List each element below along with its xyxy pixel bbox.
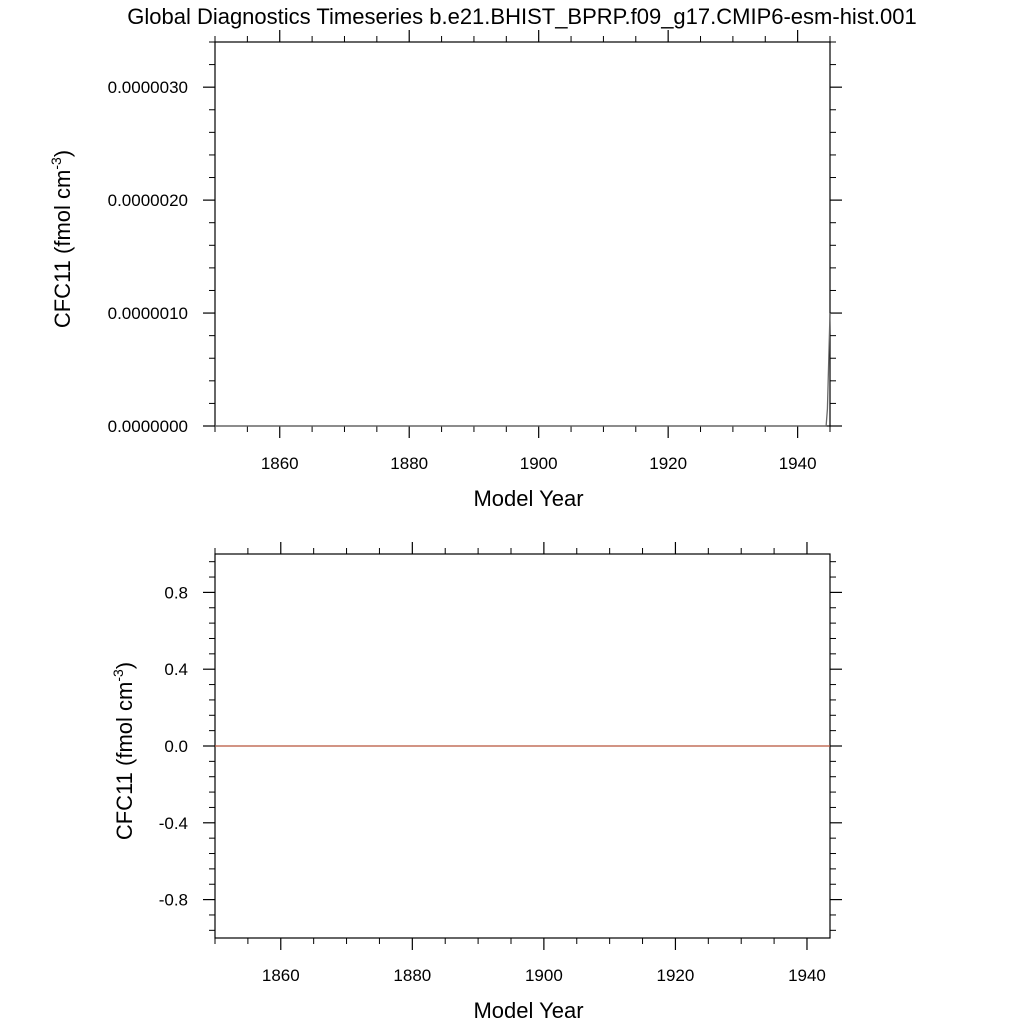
y-axis-title: CFC11 (fmol cm-3) [110,662,137,840]
bottom-panel: 1860 1880 1900 1920 1940 -0.8 -0.4 0.0 0.4 0.8 Mod… [110,542,842,1023]
series-line [215,313,831,427]
top-panel: 1860 1880 1900 1920 1940 0.0000000 0.0000010 0.… [48,30,842,511]
y-tick-label: 0.8 [164,583,188,602]
y-axis-title: CFC11 (fmol cm-3) [48,150,75,328]
x-tick-label: 1940 [788,966,826,985]
y-tick-label: -0.4 [159,814,188,833]
y-tick-label: -0.8 [159,891,188,910]
x-tick-label: 1900 [525,966,563,985]
y-tick-label: 0.0000000 [108,417,188,436]
x-tick-label: 1920 [649,454,687,473]
figure-title: Global Diagnostics Timeseries b.e21.BHIS… [127,4,917,29]
x-tick-label: 1880 [390,454,428,473]
x-tick-label: 1860 [262,966,300,985]
y-tick-label: 0.0000030 [108,78,188,97]
y-tick-label: 0.0000020 [108,191,188,210]
y-tick-label: 0.4 [164,660,188,679]
x-axis-title: Model Year [473,998,583,1023]
x-tick-label: 1920 [657,966,695,985]
y-tick-label: 0.0 [164,737,188,756]
x-tick-label: 1940 [779,454,817,473]
x-tick-label: 1900 [520,454,558,473]
plot-frame [214,41,831,427]
x-axis-title: Model Year [473,486,583,511]
x-tick-label: 1880 [393,966,431,985]
y-tick-label: 0.0000010 [108,304,188,323]
x-tick-label: 1860 [261,454,299,473]
